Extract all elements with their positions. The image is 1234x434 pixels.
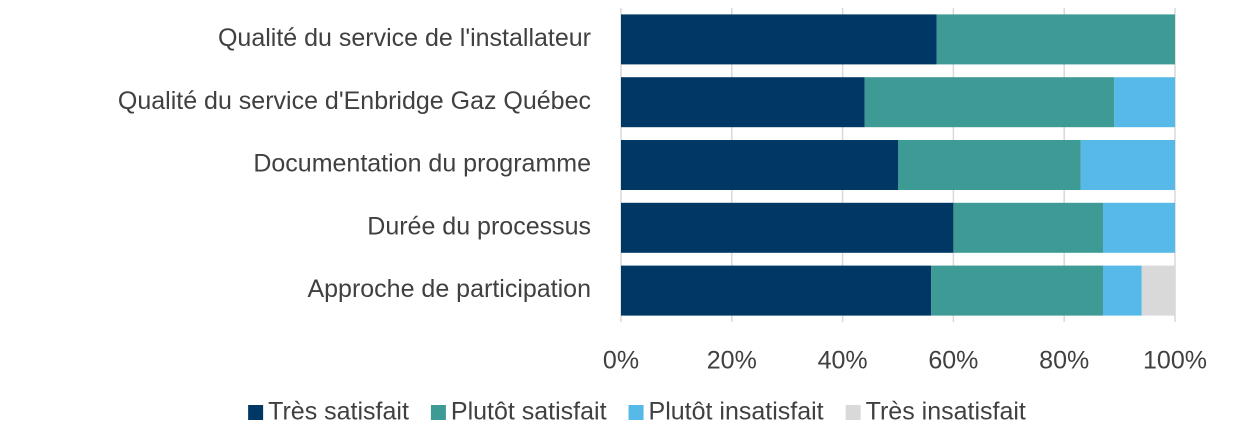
y-tick-label: Qualité du service d'Enbridge Gaz Québec bbox=[118, 87, 591, 115]
bar-segment bbox=[1141, 265, 1175, 316]
bar-segment bbox=[953, 202, 1103, 253]
legend-label: Plutôt insatisfait bbox=[649, 398, 824, 426]
x-tick-label: 60% bbox=[928, 347, 978, 375]
bar-segment bbox=[621, 77, 865, 128]
legend-label: Plutôt satisfait bbox=[451, 398, 607, 426]
legend-swatch bbox=[430, 405, 446, 420]
bar-segment bbox=[936, 14, 1175, 65]
bar-segment bbox=[931, 265, 1103, 316]
bar-segment bbox=[621, 140, 898, 190]
legend-swatch bbox=[628, 405, 644, 420]
y-tick-label: Approche de participation bbox=[307, 275, 591, 303]
bar-segment bbox=[621, 14, 937, 65]
x-tick-label: 20% bbox=[707, 347, 757, 375]
y-tick-label: Documentation du programme bbox=[253, 150, 591, 178]
bar-segment bbox=[1102, 202, 1175, 253]
bar-segment bbox=[1080, 140, 1175, 190]
legend-swatch bbox=[845, 405, 861, 420]
legend-label: Très insatisfait bbox=[866, 398, 1026, 426]
legend-swatch bbox=[248, 405, 264, 420]
bar-segment bbox=[621, 265, 932, 316]
x-tick-label: 40% bbox=[818, 347, 868, 375]
bar-segment bbox=[864, 77, 1115, 128]
legend-label: Très satisfait bbox=[268, 398, 409, 426]
bar-segment bbox=[1102, 265, 1142, 316]
x-tick-label: 80% bbox=[1039, 347, 1089, 375]
bar-segment bbox=[1114, 77, 1175, 128]
y-tick-label: Qualité du service de l'installateur bbox=[218, 24, 591, 52]
x-tick-label: 100% bbox=[1143, 347, 1207, 375]
x-tick-label: 0% bbox=[603, 347, 639, 375]
y-tick-label: Durée du processus bbox=[367, 212, 591, 240]
bar-segment bbox=[898, 140, 1081, 190]
bar-segment bbox=[621, 202, 954, 253]
